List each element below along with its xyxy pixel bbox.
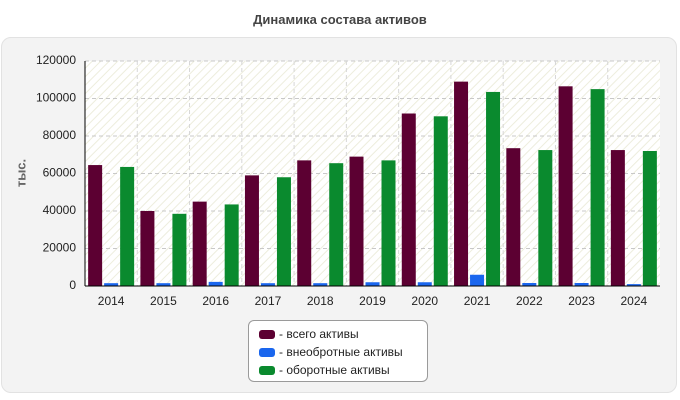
bar-2018-series-0 <box>297 160 312 286</box>
bar-2020-series-0 <box>401 113 416 286</box>
bar-2016-series-1 <box>208 281 223 286</box>
bar-2017-series-2 <box>276 177 291 286</box>
bar-2020-series-2 <box>433 116 448 286</box>
legend-swatch-current-assets <box>259 365 275 375</box>
y-tick-label: 20000 <box>43 241 77 255</box>
bar-2023-series-0 <box>558 86 573 286</box>
bar-2024-series-1 <box>626 284 641 286</box>
bar-2016-series-2 <box>224 204 239 286</box>
y-tick-label: 40000 <box>43 203 77 217</box>
bar-2021-series-0 <box>454 81 469 286</box>
bar-2019-series-1 <box>365 282 380 286</box>
y-tick-label: 0 <box>69 278 76 292</box>
x-tick-label: 2014 <box>98 294 125 308</box>
x-tick-label: 2024 <box>621 294 648 308</box>
x-tick-label: 2023 <box>568 294 595 308</box>
legend-swatch-noncurrent-assets <box>259 347 275 357</box>
bar-2023-series-2 <box>590 89 605 286</box>
bar-2019-series-2 <box>381 160 396 286</box>
x-tick-label: 2019 <box>359 294 386 308</box>
legend-item-current-assets: - оборотные активы <box>259 361 427 379</box>
chart-title: Динамика состава активов <box>253 12 427 27</box>
y-tick-label: 100000 <box>36 91 76 105</box>
x-tick-label: 2021 <box>464 294 491 308</box>
bar-2014-series-2 <box>120 166 135 286</box>
y-tick-label: 60000 <box>43 166 77 180</box>
legend-label-noncurrent-assets: - внеобротные активы <box>279 345 403 359</box>
x-tick-label: 2016 <box>202 294 229 308</box>
bar-2021-series-2 <box>486 91 501 286</box>
bar-2024-series-0 <box>610 150 625 286</box>
bar-2017-series-0 <box>244 175 259 286</box>
legend-label-current-assets: - оборотные активы <box>279 363 390 377</box>
bar-2014-series-0 <box>88 165 103 286</box>
bar-2024-series-2 <box>642 151 657 286</box>
y-tick-label: 80000 <box>43 128 77 142</box>
bar-2021-series-1 <box>470 274 485 286</box>
axes-group: 0 20000 40000 60000 80000 100000 120000 2014 201… <box>36 53 660 308</box>
y-tick-label: 120000 <box>36 53 76 67</box>
legend-swatch-total-assets <box>259 329 275 339</box>
x-tick-label: 2015 <box>150 294 177 308</box>
bars-group <box>88 81 657 286</box>
y-axis-label: тыс. <box>13 159 28 187</box>
legend: - всего активы - внеобротные активы - об… <box>248 320 428 382</box>
bar-2020-series-1 <box>417 282 432 286</box>
bar-2023-series-1 <box>574 283 589 286</box>
bar-2022-series-2 <box>538 150 553 286</box>
x-tick-label: 2018 <box>307 294 334 308</box>
bar-2019-series-0 <box>349 156 364 286</box>
x-tick-label: 2020 <box>411 294 438 308</box>
bar-2015-series-0 <box>140 211 155 286</box>
bar-2014-series-1 <box>104 283 119 286</box>
bar-2018-series-2 <box>329 163 344 286</box>
bar-2022-series-0 <box>506 148 521 286</box>
legend-label-total-assets: - всего активы <box>279 327 359 341</box>
x-tick-label: 2017 <box>255 294 282 308</box>
bar-2022-series-1 <box>522 283 537 286</box>
x-tick-label: 2022 <box>516 294 543 308</box>
legend-item-noncurrent-assets: - внеобротные активы <box>259 343 427 361</box>
bar-2015-series-2 <box>172 213 187 286</box>
bar-2018-series-1 <box>313 283 328 286</box>
bar-2017-series-1 <box>260 283 275 286</box>
bar-2015-series-1 <box>156 283 171 286</box>
legend-item-total-assets: - всего активы <box>259 325 427 343</box>
bar-2016-series-0 <box>192 201 207 286</box>
